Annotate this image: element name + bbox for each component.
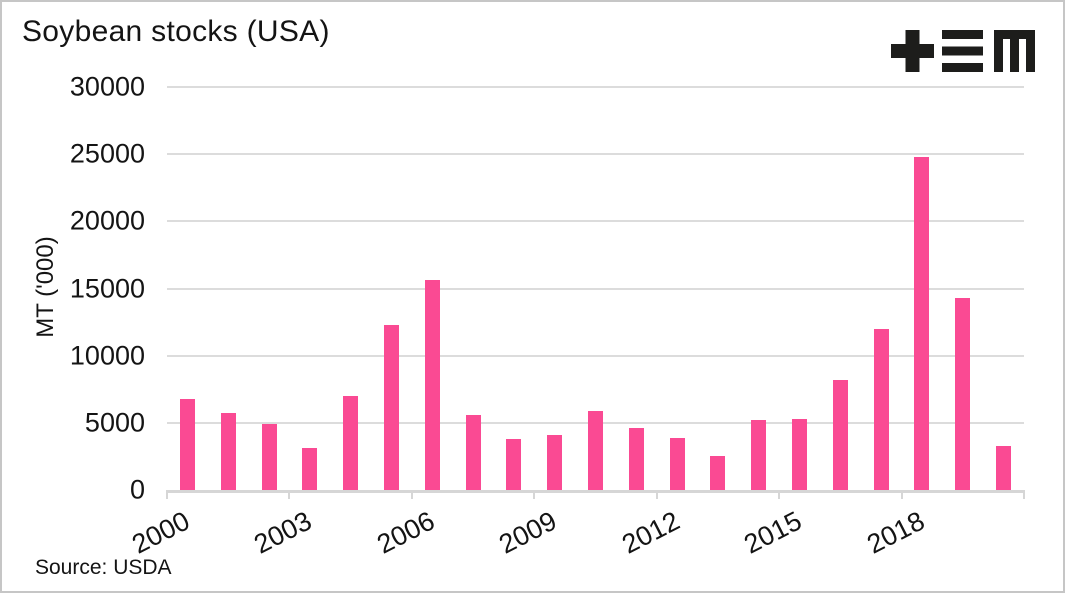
x-tick-label-2000: 2000 — [127, 505, 195, 560]
bar-2010 — [588, 410, 603, 490]
x-axis-tick-2015 — [778, 490, 781, 499]
bar-2007 — [465, 414, 481, 490]
x-tick-label-2009: 2009 — [494, 505, 562, 560]
bar-2018 — [914, 156, 930, 490]
bar-2012 — [669, 437, 685, 490]
gridline-25000 — [167, 153, 1024, 156]
bar-2016 — [832, 379, 848, 490]
tem-logo — [891, 30, 1035, 72]
gridline-20000 — [167, 220, 1024, 223]
y-tick-label-15000: 15000 — [69, 273, 145, 303]
chart-title: Soybean stocks (USA) — [22, 15, 330, 48]
plus-icon — [891, 30, 934, 72]
x-axis-tick-2012 — [655, 490, 658, 499]
bar-2015 — [792, 418, 808, 490]
y-tick-label-30000: 30000 — [69, 71, 145, 102]
m-icon — [994, 30, 1035, 72]
gridline-10000 — [167, 354, 1024, 357]
gridline-30000 — [167, 86, 1024, 88]
x-axis-tick-2000 — [166, 490, 168, 499]
x-tick-label-2015: 2015 — [739, 505, 807, 560]
x-tick-label-2006: 2006 — [372, 505, 440, 560]
y-tick-label-25000: 25000 — [69, 138, 145, 169]
x-tick-label-2018: 2018 — [861, 505, 929, 560]
bar-2003 — [302, 448, 318, 490]
gridline-15000 — [167, 287, 1024, 290]
x-axis-tick-2018 — [900, 490, 903, 499]
y-tick-label-0: 0 — [129, 474, 145, 505]
bar-2006 — [424, 280, 440, 490]
bar-2002 — [261, 424, 277, 490]
bar-2020 — [996, 445, 1012, 490]
bar-2013 — [710, 456, 726, 490]
x-axis-tick-2006 — [410, 490, 413, 499]
bar-2004 — [343, 395, 359, 490]
bar-2009 — [547, 434, 563, 490]
bar-2000 — [179, 398, 195, 490]
x-axis-tick-2009 — [533, 490, 536, 499]
bar-2001 — [220, 413, 236, 490]
bar-2019 — [955, 297, 971, 490]
triple-bar-icon — [942, 30, 983, 72]
bar-2005 — [383, 324, 399, 490]
bar-2008 — [506, 438, 522, 490]
y-tick-label-20000: 20000 — [69, 205, 145, 236]
x-tick-label-2003: 2003 — [249, 505, 317, 560]
y-tick-label-10000: 10000 — [69, 340, 145, 371]
y-tick-label-5000: 5000 — [84, 407, 145, 438]
bar-2011 — [628, 428, 644, 490]
source-caption: Source: USDA — [35, 556, 172, 579]
x-axis-line — [167, 490, 1024, 493]
x-tick-label-2012: 2012 — [616, 505, 685, 560]
bar-2017 — [873, 328, 889, 490]
x-axis-tick-2021 — [1023, 490, 1025, 499]
x-axis-tick-2003 — [288, 490, 291, 499]
bar-2014 — [751, 420, 767, 490]
